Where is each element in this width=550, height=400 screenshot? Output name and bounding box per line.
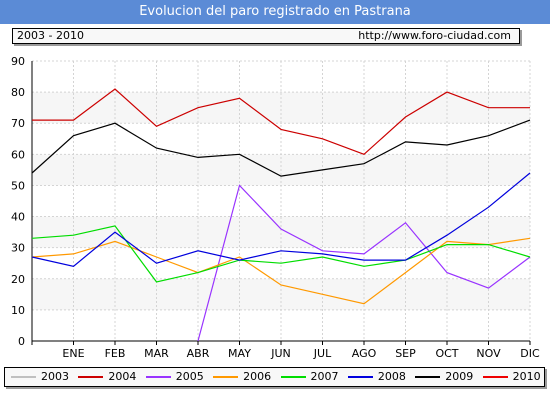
series-line-2005 xyxy=(197,184,531,342)
y-tick-label: 20 xyxy=(11,273,25,286)
legend-item-2006: 2006 xyxy=(213,368,274,386)
legend-label: 2009 xyxy=(445,370,474,383)
legend: 2003 2004 2005 2006 2007 2008 2009 2010 xyxy=(4,367,545,387)
x-tick-label: NOV xyxy=(476,347,501,360)
legend-item-2007: 2007 xyxy=(280,368,342,386)
info-box: 2003 - 2010 http://www.foro-ciudad.com xyxy=(12,28,520,44)
x-tick-label: OCT xyxy=(435,347,458,360)
legend-label: 2010 xyxy=(512,370,541,383)
x-tick-label: SEP xyxy=(395,347,416,360)
legend-label: 2004 xyxy=(108,370,137,383)
x-tick-label: JUL xyxy=(313,347,332,360)
legend-label: 2008 xyxy=(377,370,406,383)
series-line-2007 xyxy=(31,225,531,283)
series-line-2006 xyxy=(31,237,531,305)
x-tick-label: DIC xyxy=(520,347,540,360)
legend-label: 2006 xyxy=(243,370,272,383)
legend-item-2009: 2009 xyxy=(415,368,476,386)
x-tick-label: MAR xyxy=(144,347,169,360)
x-tick-label: ENE xyxy=(62,347,84,360)
y-tick-label: 90 xyxy=(11,55,25,68)
legend-label: 2003 xyxy=(41,370,69,383)
source-url: http://www.foro-ciudad.com xyxy=(358,29,511,42)
period-label: 2003 - 2010 xyxy=(17,29,84,42)
legend-label: 2005 xyxy=(175,370,204,383)
y-tick-label: 40 xyxy=(11,211,25,224)
legend-swatch xyxy=(145,376,171,378)
x-tick-label: FEB xyxy=(105,347,126,360)
y-tick-label: 60 xyxy=(11,148,25,161)
y-tick-label: 0 xyxy=(18,335,25,348)
legend-swatch xyxy=(347,376,373,378)
x-tick-label: AGO xyxy=(352,347,377,360)
legend-item-2008: 2008 xyxy=(347,368,409,386)
legend-label: 2007 xyxy=(310,370,339,383)
series-line-2009 xyxy=(31,119,531,177)
legend-swatch xyxy=(11,376,36,378)
y-tick-label: 80 xyxy=(11,86,25,99)
legend-item-2004: 2004 xyxy=(78,368,139,386)
legend-item-2010: 2010 xyxy=(482,368,544,386)
legend-swatch xyxy=(78,376,104,378)
legend-swatch xyxy=(482,376,508,378)
x-tick-label: MAY xyxy=(228,347,251,360)
legend-swatch xyxy=(415,376,441,378)
chart-title: Evolucion del paro registrado en Pastran… xyxy=(0,0,550,24)
legend-item-2003: 2003 xyxy=(11,368,72,386)
x-tick-label: ABR xyxy=(187,347,210,360)
y-tick-label: 30 xyxy=(11,242,25,255)
series-line-2004 xyxy=(32,88,530,155)
y-tick-label: 50 xyxy=(11,179,25,192)
y-tick-label: 70 xyxy=(11,117,25,130)
series-line-2008 xyxy=(31,172,531,267)
legend-swatch xyxy=(280,376,306,378)
x-tick-label: JUN xyxy=(270,347,291,360)
legend-item-2005: 2005 xyxy=(145,368,207,386)
legend-swatch xyxy=(213,376,239,378)
y-tick-label: 10 xyxy=(11,304,25,317)
